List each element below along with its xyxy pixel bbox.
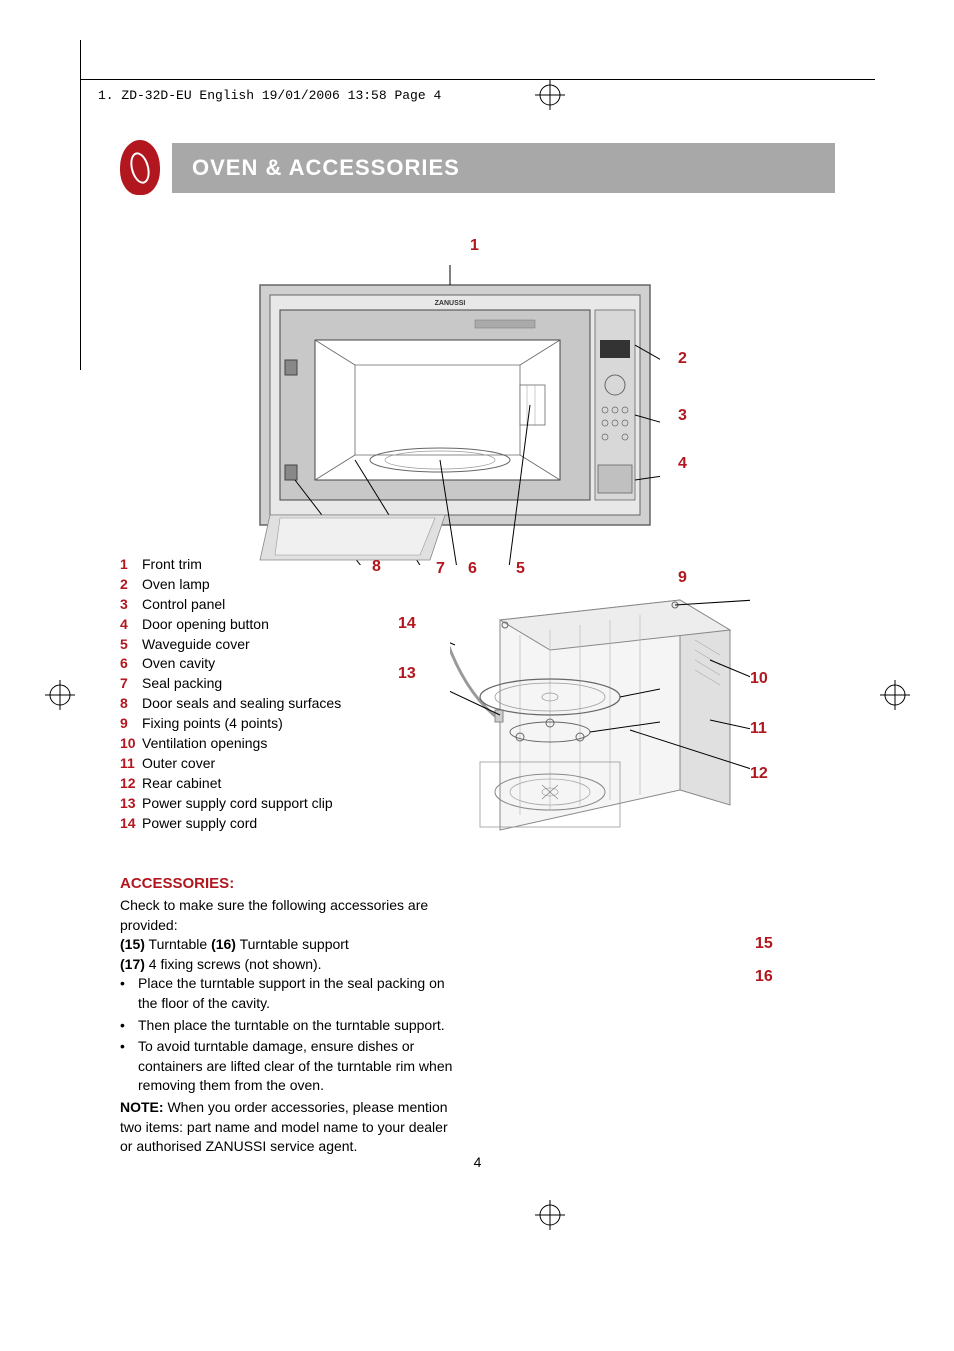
registration-mark-icon <box>535 1200 565 1230</box>
section-header: OVEN & ACCESSORIES <box>120 140 835 195</box>
accessories-bullet: •To avoid turntable damage, ensure dishe… <box>120 1037 460 1096</box>
page-number: 4 <box>474 1154 482 1170</box>
callout-14: 14 <box>398 615 416 633</box>
bullet-text: To avoid turntable damage, ensure dishes… <box>138 1037 460 1096</box>
callout-1: 1 <box>470 237 479 255</box>
item15-text: Turntable <box>145 936 211 952</box>
content-area: OVEN & ACCESSORIES <box>80 40 875 1157</box>
part-num: 2 <box>120 575 142 594</box>
accessories-intro: Check to make sure the following accesso… <box>120 896 460 935</box>
accessories-bullet: •Then place the turntable on the turntab… <box>120 1016 460 1036</box>
list-item: 8Door seals and sealing surfaces <box>120 694 370 713</box>
list-item: 10Ventilation openings <box>120 734 370 753</box>
callout-8: 8 <box>372 558 381 576</box>
registration-mark-icon <box>880 680 910 710</box>
print-header-meta: 1. ZD-32D-EU English 19/01/2006 13:58 Pa… <box>80 40 875 103</box>
part-num: 13 <box>120 794 142 813</box>
list-item: 13Power supply cord support clip <box>120 794 370 813</box>
part-num: 4 <box>120 615 142 634</box>
list-item: 4Door opening button <box>120 615 370 634</box>
item16-text: Turntable support <box>236 936 349 952</box>
list-item: 6Oven cavity <box>120 654 370 673</box>
callout-11: 11 <box>750 720 767 738</box>
turntable-diagram <box>460 667 670 837</box>
bullet-text: Then place the turntable on the turntabl… <box>138 1016 445 1036</box>
part-label: Door seals and sealing surfaces <box>142 694 341 713</box>
item15-num: (15) <box>120 936 145 952</box>
accessories-note: NOTE: When you order accessories, please… <box>120 1098 460 1157</box>
part-label: Oven lamp <box>142 575 210 594</box>
list-item: 2Oven lamp <box>120 575 370 594</box>
part-label: Oven cavity <box>142 654 215 673</box>
part-label: Fixing points (4 points) <box>142 714 283 733</box>
part-num: 9 <box>120 714 142 733</box>
item16-num: (16) <box>211 936 236 952</box>
accessories-items-line: (15) Turntable (16) Turntable support <box>120 935 460 955</box>
item17-num: (17) <box>120 956 145 972</box>
callout-5: 5 <box>516 560 525 578</box>
part-num: 8 <box>120 694 142 713</box>
part-label: Seal packing <box>142 674 222 693</box>
section-title: OVEN & ACCESSORIES <box>172 143 835 193</box>
callout-4: 4 <box>678 455 687 473</box>
list-item: 12Rear cabinet <box>120 774 370 793</box>
part-label: Front trim <box>142 555 202 574</box>
callout-16: 16 <box>755 968 773 986</box>
callout-7: 7 <box>436 560 445 578</box>
callout-6: 6 <box>468 560 477 578</box>
callout-3: 3 <box>678 407 687 425</box>
part-label: Waveguide cover <box>142 635 250 654</box>
part-num: 10 <box>120 734 142 753</box>
microwave-front-diagram: ZANUSSI <box>240 265 660 565</box>
part-label: Rear cabinet <box>142 774 221 793</box>
part-label: Power supply cord <box>142 814 257 833</box>
part-label: Outer cover <box>142 754 215 773</box>
svg-text:ZANUSSI: ZANUSSI <box>435 300 466 307</box>
bullet-mark: • <box>120 1037 138 1096</box>
callout-10: 10 <box>750 670 768 688</box>
part-label: Ventilation openings <box>142 734 267 753</box>
list-item: 7Seal packing <box>120 674 370 693</box>
list-item: 11Outer cover <box>120 754 370 773</box>
part-num: 14 <box>120 814 142 833</box>
registration-mark-icon <box>535 80 565 110</box>
accessories-title: ACCESSORIES: <box>120 875 460 892</box>
part-num: 7 <box>120 674 142 693</box>
bullet-text: Place the turntable support in the seal … <box>138 974 460 1013</box>
accessories-section: ACCESSORIES: Check to make sure the foll… <box>120 875 460 1157</box>
part-num: 5 <box>120 635 142 654</box>
registration-mark-icon <box>45 680 75 710</box>
accessories-item17-line: (17) 4 fixing screws (not shown). <box>120 955 460 975</box>
callout-12: 12 <box>750 765 768 783</box>
item17-text: 4 fixing screws (not shown). <box>145 956 322 972</box>
callout-9: 9 <box>678 569 687 587</box>
section-icon <box>120 140 160 195</box>
list-item: 5Waveguide cover <box>120 635 370 654</box>
part-num: 6 <box>120 654 142 673</box>
page-container: 1. ZD-32D-EU English 19/01/2006 13:58 Pa… <box>80 40 875 1310</box>
parts-list: 1Front trim 2Oven lamp 3Control panel 4D… <box>120 555 370 833</box>
callout-2: 2 <box>678 350 687 368</box>
part-label: Door opening button <box>142 615 269 634</box>
part-num: 12 <box>120 774 142 793</box>
part-label: Power supply cord support clip <box>142 794 333 813</box>
bullet-mark: • <box>120 974 138 1013</box>
list-item: 3Control panel <box>120 595 370 614</box>
accessories-bullet: •Place the turntable support in the seal… <box>120 974 460 1013</box>
list-item: 14Power supply cord <box>120 814 370 833</box>
part-num: 11 <box>120 754 142 773</box>
list-item: 9Fixing points (4 points) <box>120 714 370 733</box>
crop-mark-left <box>80 40 81 370</box>
callout-13: 13 <box>398 665 416 683</box>
part-label: Control panel <box>142 595 225 614</box>
list-item: 1Front trim <box>120 555 370 574</box>
part-num: 3 <box>120 595 142 614</box>
bullet-mark: • <box>120 1016 138 1036</box>
note-label: NOTE: <box>120 1099 164 1115</box>
part-num: 1 <box>120 555 142 574</box>
callout-15: 15 <box>755 935 773 953</box>
crop-mark-top: 1. ZD-32D-EU English 19/01/2006 13:58 Pa… <box>80 40 875 80</box>
note-text: When you order accessories, please menti… <box>120 1099 448 1154</box>
